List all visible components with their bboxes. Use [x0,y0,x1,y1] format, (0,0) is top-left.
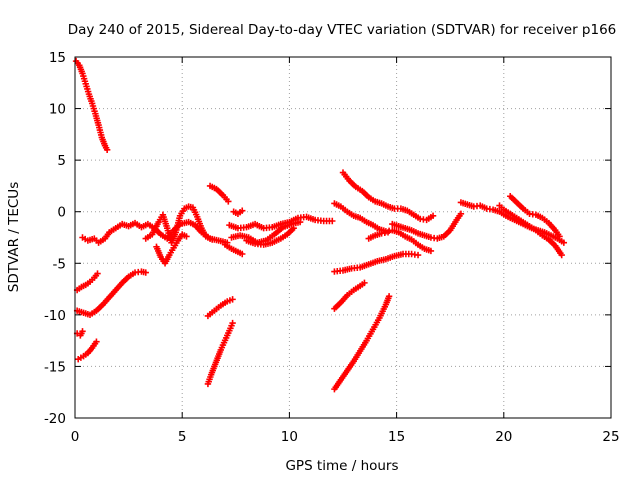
series-arc-17 [339,169,437,224]
data-point [209,236,216,243]
data-point [385,293,393,300]
series-arc-5 [73,270,101,294]
y-tick-label: -10 [44,308,66,324]
data-point [414,251,422,259]
series-arc-26 [507,193,563,240]
x-tick-label: 20 [495,429,512,445]
data-point [427,247,435,255]
data-point [558,251,565,259]
y-tick-label: -5 [53,256,66,272]
data-point [229,296,236,303]
data-point [93,338,100,345]
x-tick-label: 15 [388,429,405,445]
data-point [239,207,246,214]
series-arc-8 [75,338,100,363]
data-point [94,270,101,277]
series-arc-15 [221,241,246,258]
data-point [142,269,149,276]
data-point [361,279,368,287]
x-tick-label: 0 [71,429,80,445]
data-point [103,146,111,154]
data-point [225,198,232,205]
data-point [79,328,86,335]
data-point [183,233,190,240]
data-point [457,210,465,217]
y-tick-label: 0 [57,205,66,221]
x-tick-label: 5 [178,429,187,445]
series-arc-6 [73,268,149,319]
x-axis-label: GPS time / hours [285,458,398,474]
data-point [329,217,336,225]
series-arc-16 [243,225,297,248]
data-point [384,229,392,236]
series-arc-1 [72,57,111,154]
series-arc-23 [331,293,393,393]
axis-ticks [74,56,612,419]
series-arc-18 [331,200,435,255]
chart-title: Day 240 of 2015, Sidereal Day-to-day VTE… [68,22,617,38]
series-arc-3 [142,203,216,246]
series-arc-19 [365,229,392,242]
data-point [229,319,236,327]
data-point [239,250,246,258]
y-tick-label: -15 [44,359,66,375]
plot-frame [74,56,612,419]
series-arc-20 [389,210,465,242]
data-point [290,225,297,232]
data-point [556,233,563,240]
y-axis-label: SDTVAR / TECUs [6,182,22,292]
series-arc-4 [153,231,190,267]
series-arc-10 [204,296,236,320]
x-tick-label: 25 [602,429,619,445]
y-tick-label: 15 [49,50,66,66]
series-arc-25 [496,202,565,259]
grid-lines [75,57,611,418]
series-arc-9 [204,319,236,388]
x-tick-labels: 0 5 10 15 20 25 [71,429,620,445]
data-point [429,212,437,220]
data-point [560,239,568,246]
series-arc-7 [73,328,86,339]
y-tick-labels: -20 -15 -10 -5 0 5 10 15 [44,50,66,427]
series-arc-22 [331,279,368,312]
y-tick-label: 5 [57,153,66,169]
series-arc-12 [230,207,246,217]
y-tick-label: 10 [49,102,66,118]
data-points [72,57,568,393]
data-point [296,218,304,226]
y-tick-label: -20 [44,411,66,427]
series-arc-21 [331,250,422,275]
x-tick-label: 10 [281,429,298,445]
series-arc-11 [206,182,232,205]
